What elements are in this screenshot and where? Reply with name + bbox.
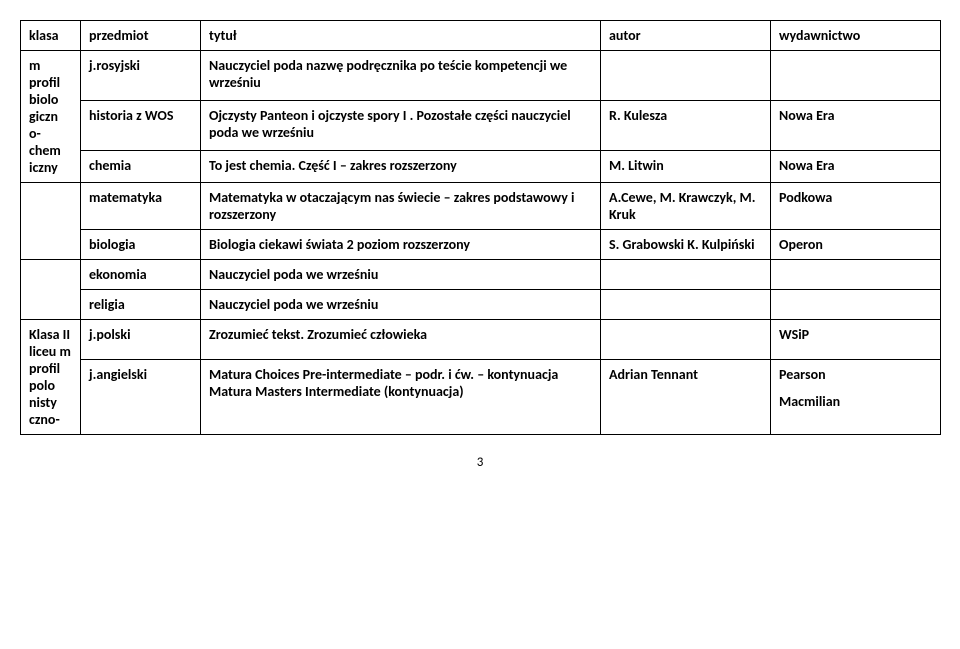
tytul-cell: To jest chemia. Część I – zakres rozszer…: [201, 151, 601, 183]
autor-cell: [601, 260, 771, 290]
autor-cell: A.Cewe, M. Krawczyk, M. Kruk: [601, 183, 771, 230]
przedmiot-cell: religia: [81, 290, 201, 320]
autor-cell: [601, 290, 771, 320]
col-autor: autor: [601, 21, 771, 51]
table-row: religia Nauczyciel poda we wrześniu: [21, 290, 941, 320]
wyd-cell: Nowa Era: [771, 151, 941, 183]
table-row: historia z WOS Ojczysty Panteon i ojczys…: [21, 101, 941, 151]
przedmiot-cell: j.polski: [81, 320, 201, 360]
col-klasa: klasa: [21, 21, 81, 51]
przedmiot-cell: biologia: [81, 230, 201, 260]
table-row: j.angielski Matura Choices Pre-intermedi…: [21, 359, 941, 434]
wyd-cell: Podkowa: [771, 183, 941, 230]
tytul-cell: Zrozumieć tekst. Zrozumieć człowieka: [201, 320, 601, 360]
tytul-cell: Nauczyciel poda nazwę podręcznika po teś…: [201, 51, 601, 101]
autor-cell: M. Litwin: [601, 151, 771, 183]
tytul-cell: Matematyka w otaczającym nas świecie – z…: [201, 183, 601, 230]
header-row: klasa przedmiot tytuł autor wydawnictwo: [21, 21, 941, 51]
tytul-cell: Ojczysty Panteon i ojczyste spory I . Po…: [201, 101, 601, 151]
wyd-cell: Nowa Era: [771, 101, 941, 151]
tytul-cell: Nauczyciel poda we wrześniu: [201, 260, 601, 290]
przedmiot-cell: historia z WOS: [81, 101, 201, 151]
wyd-cell: WSiP: [771, 320, 941, 360]
table-row: matematyka Matematyka w otaczającym nas …: [21, 183, 941, 230]
wyd-cell: Pearson Macmilian: [771, 359, 941, 434]
autor-cell: Adrian Tennant: [601, 359, 771, 434]
tytul-cell: Nauczyciel poda we wrześniu: [201, 290, 601, 320]
autor-cell: [601, 51, 771, 101]
wyd-line1: Pearson: [779, 366, 932, 383]
wyd-cell: Operon: [771, 230, 941, 260]
col-tytul: tytuł: [201, 21, 601, 51]
wyd-cell: [771, 290, 941, 320]
table-row: ekonomia Nauczyciel poda we wrześniu: [21, 260, 941, 290]
przedmiot-cell: j.angielski: [81, 359, 201, 434]
wyd-cell: [771, 51, 941, 101]
table-row: biologia Biologia ciekawi świata 2 pozio…: [21, 230, 941, 260]
table-row: Klasa II liceu m profil polo nisty czno-…: [21, 320, 941, 360]
przedmiot-cell: chemia: [81, 151, 201, 183]
klasa-cell: m profil biolo giczn o- chem iczny: [21, 51, 81, 183]
przedmiot-cell: j.rosyjski: [81, 51, 201, 101]
wyd-line2: Macmilian: [779, 393, 932, 410]
textbook-table: klasa przedmiot tytuł autor wydawnictwo …: [20, 20, 941, 435]
tytul-cell: Biologia ciekawi świata 2 poziom rozszer…: [201, 230, 601, 260]
przedmiot-cell: ekonomia: [81, 260, 201, 290]
page-number: 3: [20, 455, 940, 470]
autor-cell: [601, 320, 771, 360]
col-przedmiot: przedmiot: [81, 21, 201, 51]
table-row: m profil biolo giczn o- chem iczny j.ros…: [21, 51, 941, 101]
klasa-cell: [21, 260, 81, 320]
wyd-cell: [771, 260, 941, 290]
klasa-cell: Klasa II liceu m profil polo nisty czno-: [21, 320, 81, 435]
przedmiot-cell: matematyka: [81, 183, 201, 230]
autor-cell: S. Grabowski K. Kulpiński: [601, 230, 771, 260]
klasa-cell: [21, 183, 81, 260]
tytul-cell: Matura Choices Pre-intermediate – podr. …: [201, 359, 601, 434]
table-row: chemia To jest chemia. Część I – zakres …: [21, 151, 941, 183]
col-wyd: wydawnictwo: [771, 21, 941, 51]
autor-cell: R. Kulesza: [601, 101, 771, 151]
